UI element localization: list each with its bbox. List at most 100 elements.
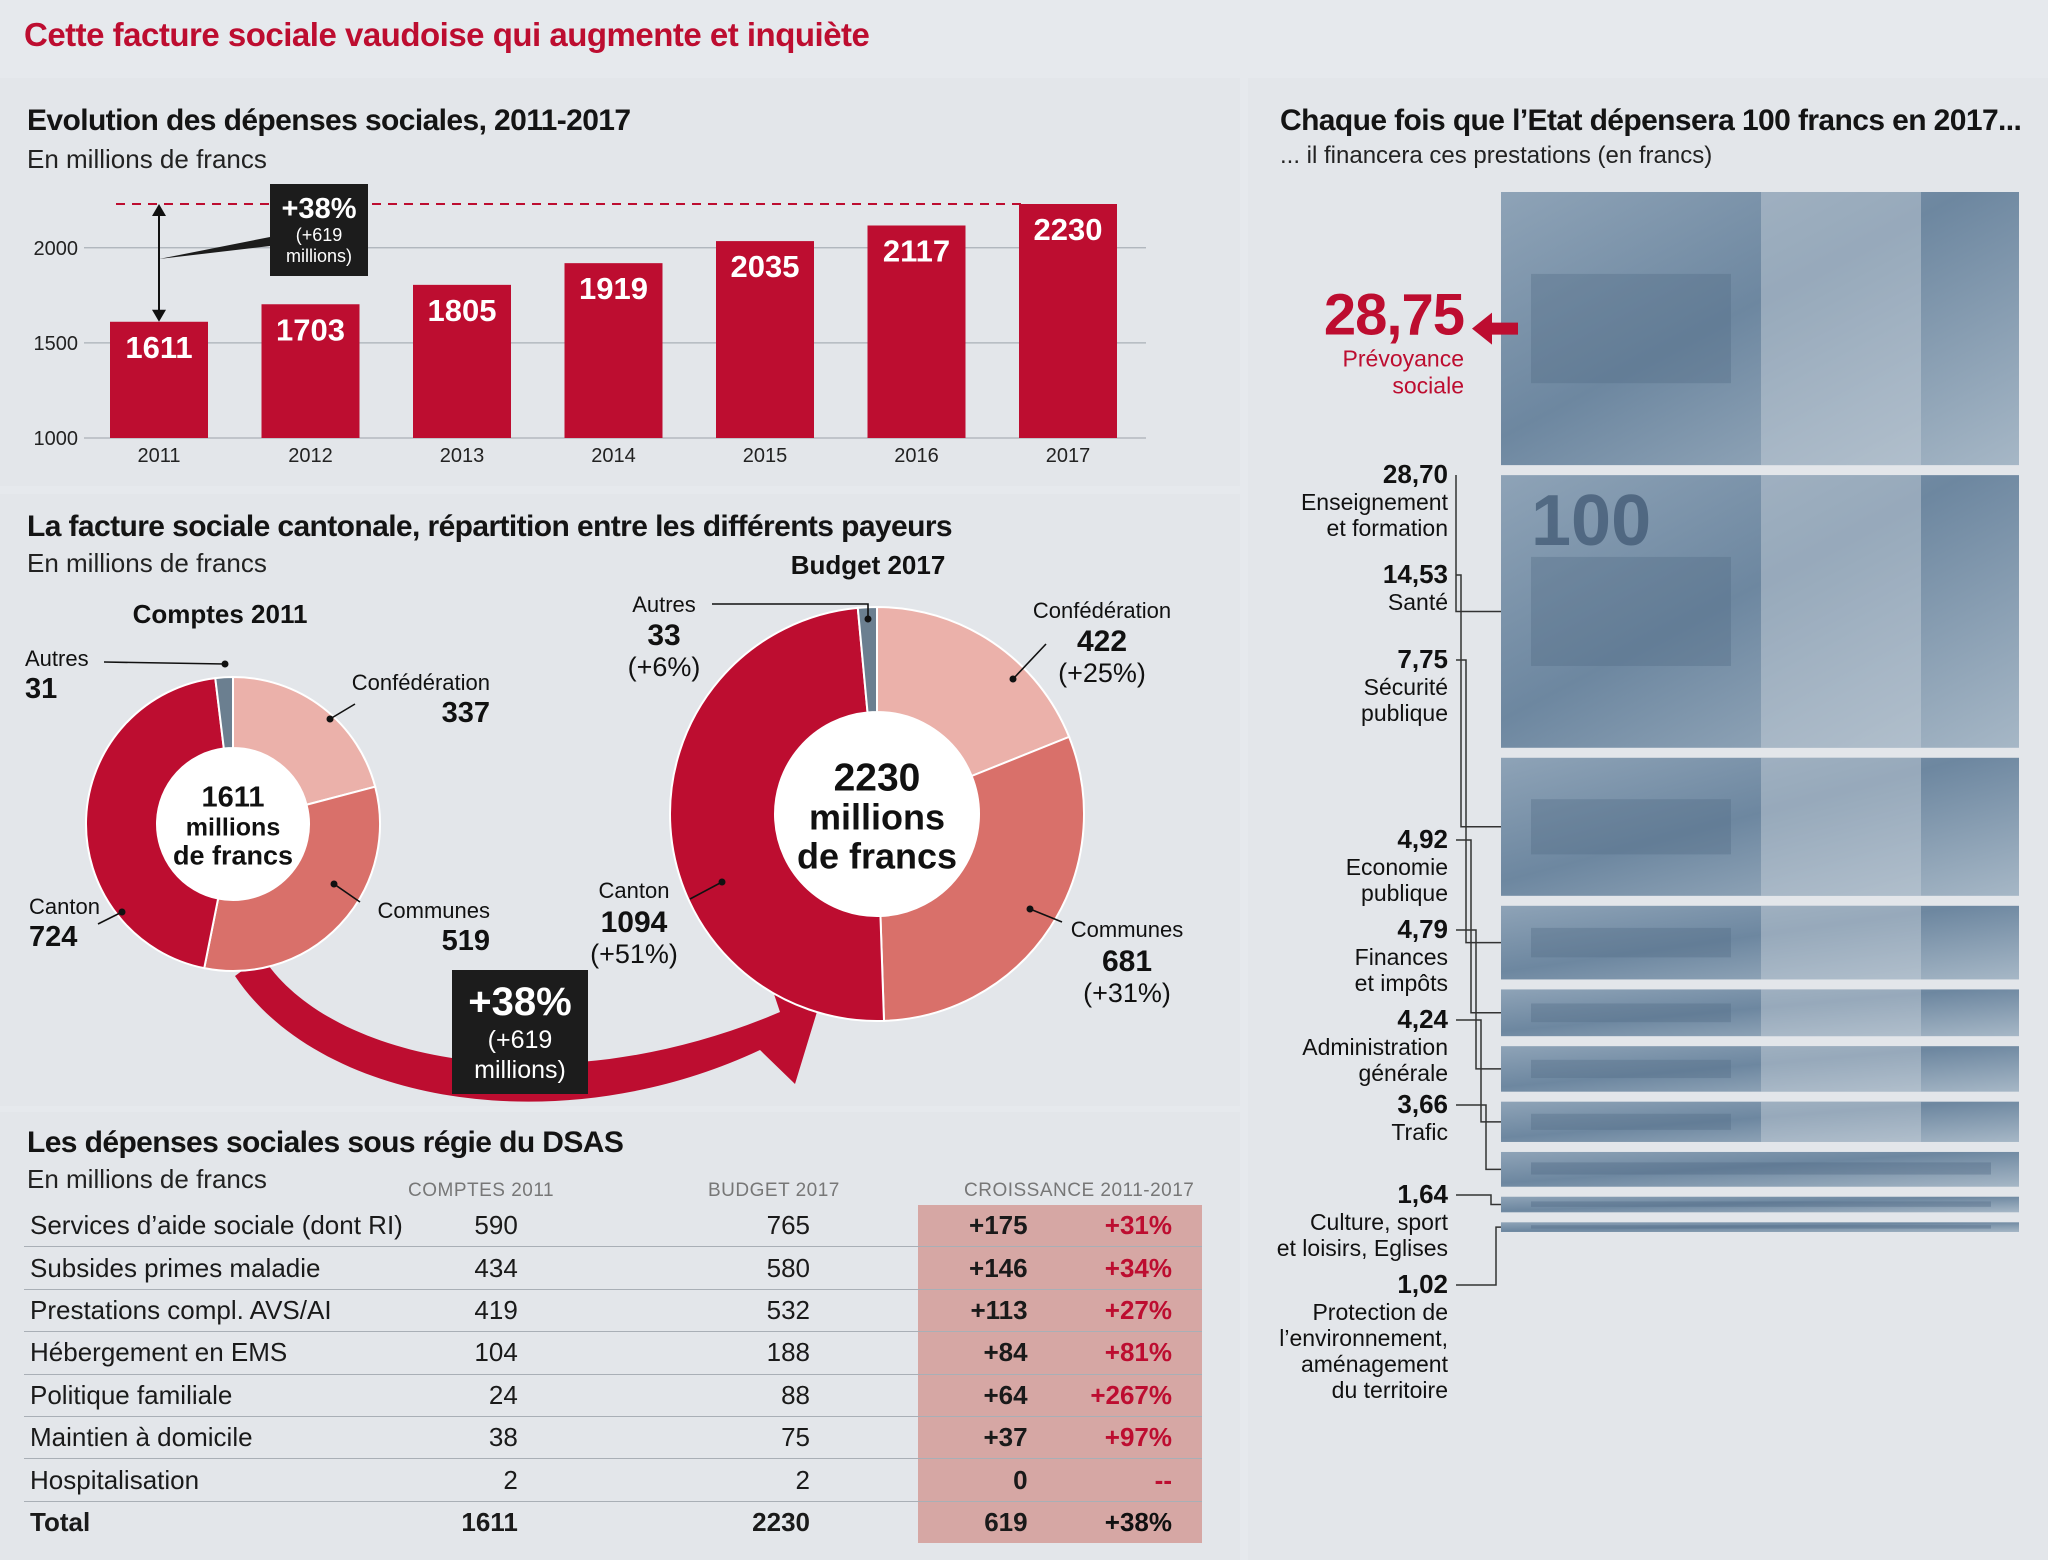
bar xyxy=(1019,204,1117,438)
col-header-croissance: CROISSANCE 2011-2017 xyxy=(964,1180,1195,1201)
leader-line-dot xyxy=(326,715,334,723)
cell-growth-pct: +81% xyxy=(1033,1331,1202,1375)
leader-line xyxy=(333,883,361,903)
note-dark-band xyxy=(1531,927,1731,958)
note-dark-band xyxy=(1531,1162,1991,1175)
note-light-band xyxy=(1761,1101,1921,1142)
cell-gap xyxy=(816,1458,919,1502)
x-tick-label: 2017 xyxy=(1046,445,1091,467)
donut-center-text: de francs xyxy=(797,836,957,877)
category-label: Trafic xyxy=(1391,1119,1448,1145)
donut-hole xyxy=(157,748,309,900)
cell-growth-pct: +267% xyxy=(1033,1374,1202,1417)
category-label: et formation xyxy=(1327,515,1448,541)
connector-line xyxy=(1456,1194,1501,1206)
note-light-band xyxy=(1761,905,1921,980)
leader-line xyxy=(712,603,869,619)
x-tick-label: 2014 xyxy=(591,445,636,467)
cell-gap xyxy=(816,1205,919,1248)
slice-value: 519 xyxy=(442,925,490,957)
cell-comptes-2011: 38 xyxy=(408,1416,524,1460)
dsas-subtitle: En millions de francs xyxy=(27,1164,267,1194)
cell-growth-pct: -- xyxy=(1033,1458,1202,1502)
slice-change: (+25%) xyxy=(1058,658,1146,688)
connector-line xyxy=(1456,1226,1501,1286)
col-header-budget: BUDGET 2017 xyxy=(708,1180,840,1201)
cell-gap xyxy=(816,1246,919,1290)
slice-value: 33 xyxy=(647,619,680,652)
growth-line2: millions) xyxy=(474,1056,566,1084)
value-label: 4,79 xyxy=(1397,914,1448,944)
slice-name: Canton xyxy=(29,894,100,919)
bar-value-label: 2035 xyxy=(731,249,800,284)
bar xyxy=(716,241,814,438)
annotation-line1: (+619 xyxy=(296,225,343,245)
bar xyxy=(564,263,663,438)
banknote-strip xyxy=(1501,757,2019,896)
donut-title: Comptes 2011 xyxy=(133,599,308,629)
cell-comptes-2011: 590 xyxy=(408,1205,524,1248)
evolution-subtitle: En millions de francs xyxy=(27,144,267,174)
evolution-bar-chart: 1000 1500 2000 1611 2011 1703 2012 1805 2013 1919… xyxy=(34,184,1146,467)
leader-line-dot xyxy=(864,615,872,623)
growth-box xyxy=(452,970,588,1094)
x-tick-label: 2016 xyxy=(894,445,939,467)
category-label: générale xyxy=(1358,1060,1448,1086)
row-label: Services d’aide sociale (dont RI) xyxy=(24,1205,409,1248)
cell-growth-pct: +31% xyxy=(1033,1205,1202,1248)
donut-hole xyxy=(775,712,979,916)
leader-line-dot xyxy=(330,880,338,888)
slice-name: Canton xyxy=(599,878,670,903)
table-total-row: Total 1611 2230 619 +38% xyxy=(24,1501,1202,1544)
banknote-strip xyxy=(1501,1196,2019,1213)
value-label: 4,24 xyxy=(1397,1004,1448,1034)
dsas-title: Les dépenses sociales sous régie du DSAS xyxy=(27,1126,624,1159)
table-row: Services d’aide sociale (dont RI) 590 765 +… xyxy=(24,1205,1202,1248)
slice-value: 31 xyxy=(25,673,57,705)
leader-line-dot xyxy=(1026,905,1034,913)
leader-line xyxy=(103,661,226,665)
cell-budget-2017: 188 xyxy=(700,1331,817,1375)
cell-comptes-2011: 24 xyxy=(408,1374,524,1417)
donut-title: Budget 2017 xyxy=(791,550,946,580)
cell-comptes-2011: 104 xyxy=(408,1331,524,1375)
slice-value: 337 xyxy=(442,697,490,729)
cell-budget-2017: 2 xyxy=(700,1458,817,1502)
note-light-band xyxy=(1761,192,1921,466)
leader-line xyxy=(1029,908,1063,923)
row-label: Total xyxy=(30,1506,91,1537)
value-label: 14,53 xyxy=(1383,559,1448,589)
y-tick-label: 1000 xyxy=(34,428,79,450)
cell-gap xyxy=(523,1331,701,1375)
cell-growth-pct: +34% xyxy=(1033,1246,1202,1290)
cell-gap xyxy=(523,1416,701,1460)
cell-growth-abs: +84 xyxy=(918,1331,1034,1375)
category-label: l’environnement, xyxy=(1279,1325,1448,1351)
donut-center-text: millions xyxy=(809,797,945,838)
cell-gap xyxy=(523,1205,701,1248)
table-row: Politique familiale 24 88 +64 +267% xyxy=(24,1374,1202,1417)
bar xyxy=(413,284,511,438)
leader-line-dot xyxy=(118,908,126,916)
francs-subtitle: ... il financera ces prestations (en fra… xyxy=(1280,142,1713,169)
category-label: sociale xyxy=(1392,373,1464,399)
category-label: Administration xyxy=(1302,1034,1448,1060)
leader-line xyxy=(1012,643,1047,680)
banknote-strip xyxy=(1501,1046,2019,1092)
bar xyxy=(867,225,966,438)
value-label: 28,70 xyxy=(1383,459,1448,489)
leader-line-dot xyxy=(221,660,229,668)
category-label: et impôts xyxy=(1355,970,1448,996)
bar-value-label: 1919 xyxy=(579,271,648,306)
category-label: Finances xyxy=(1355,944,1448,970)
donut-center-text: millions xyxy=(186,814,280,842)
value-label: 28,75 xyxy=(1324,283,1464,348)
slice-value: 1094 xyxy=(601,906,668,939)
